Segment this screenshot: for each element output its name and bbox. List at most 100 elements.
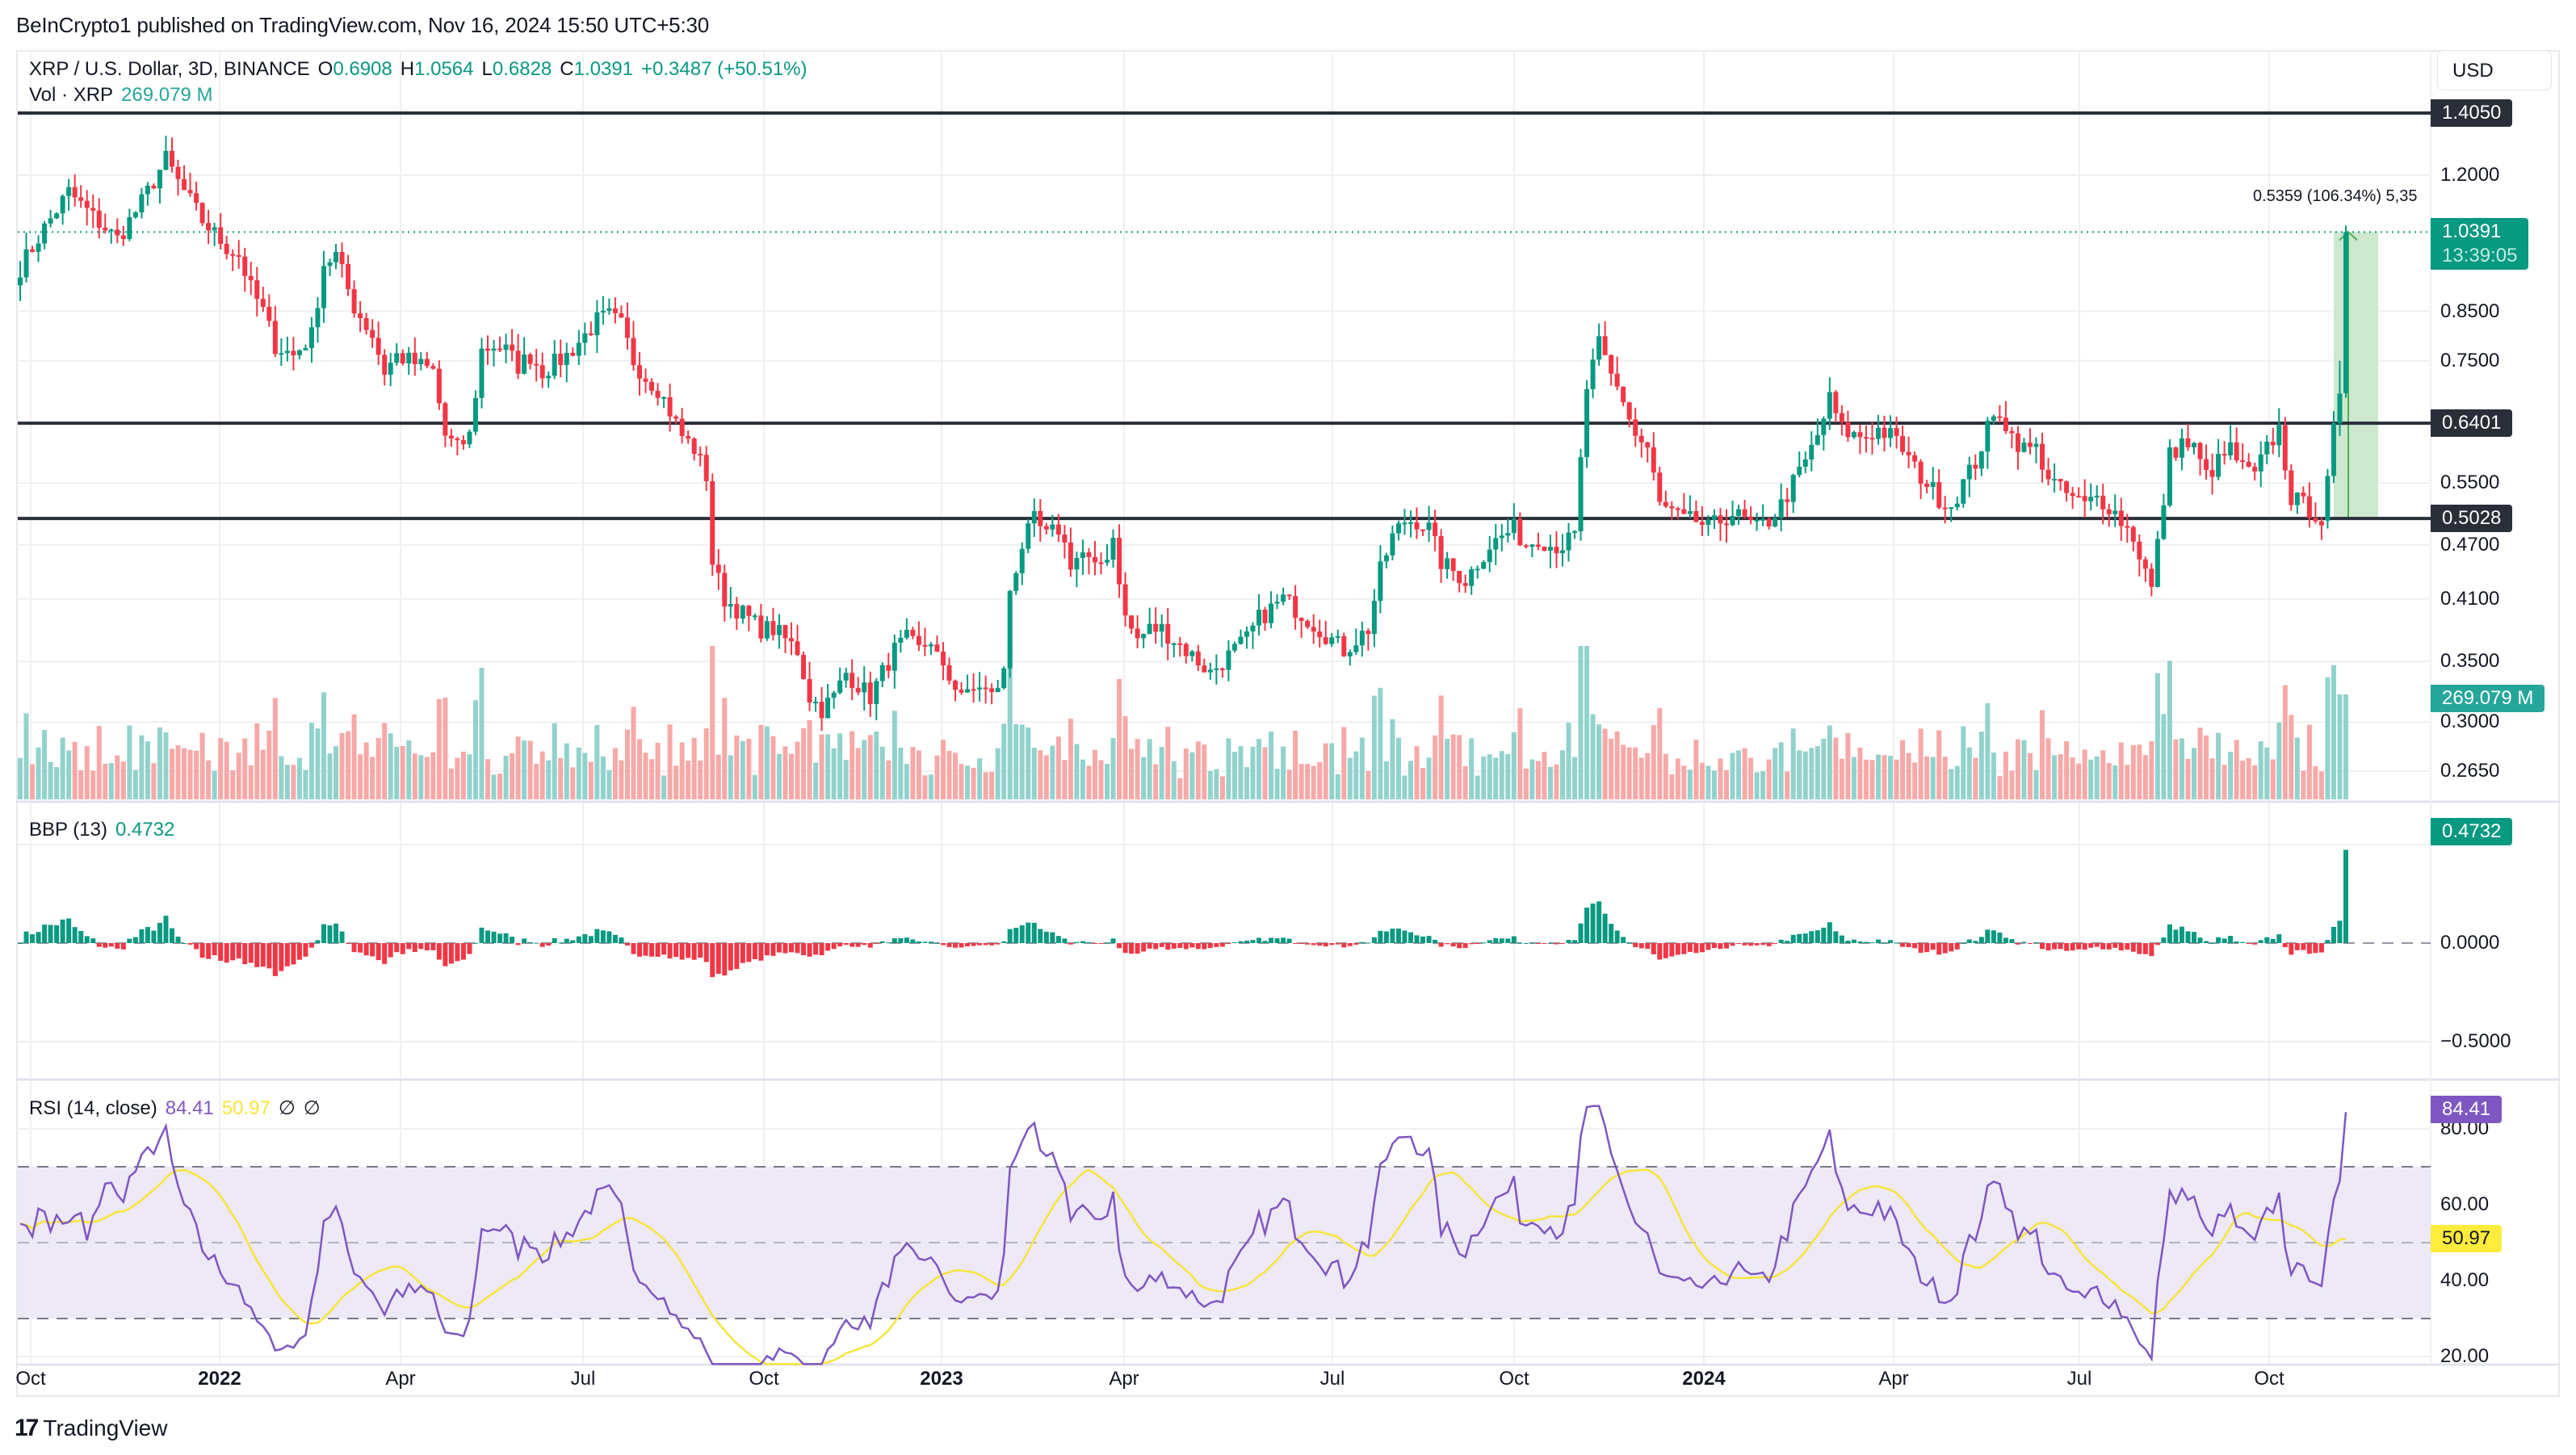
bbp-bar (788, 943, 794, 953)
volume-bar (145, 741, 150, 799)
candle-body (2003, 417, 2008, 431)
candle-body (2100, 495, 2106, 509)
volume-bar (254, 723, 260, 799)
measure-box[interactable] (2334, 232, 2378, 519)
volume-bar (2289, 715, 2294, 799)
bbp-bar (1062, 938, 1068, 943)
bbp-bar (1681, 943, 1687, 954)
volume-bar (2313, 765, 2318, 799)
time-tick-label: Apr (385, 1368, 416, 1390)
volume-bar (2197, 728, 2203, 799)
volume-bar (619, 760, 624, 799)
bbp-bar (1718, 943, 1723, 950)
candle-body (619, 312, 624, 318)
bbp-bar (527, 941, 533, 943)
volume-bar (576, 747, 581, 799)
bbp-bar (588, 936, 594, 943)
bbp-bar (1978, 937, 1984, 943)
volume-bar (1202, 744, 1207, 799)
candle-body (643, 378, 648, 382)
bbp-bar (2282, 943, 2288, 948)
bbp-bar (636, 943, 642, 957)
bbp-bar (1997, 932, 2003, 943)
volume-bar (1584, 646, 1590, 799)
candle-body (1973, 464, 1978, 469)
bbp-bar (1438, 943, 1444, 947)
candle-body (315, 308, 321, 328)
candle-body (2112, 510, 2118, 514)
volume-bar (1383, 761, 1389, 799)
candle-body (334, 252, 339, 262)
bbp-bar (624, 943, 630, 946)
candle-body (1894, 428, 1899, 436)
symbol-title[interactable]: XRP / U.S. Dollar, 3D, BINANCE (29, 58, 310, 80)
bbp-bar (1869, 942, 1875, 944)
bbp-bar (497, 933, 503, 943)
volume-bar (1669, 774, 1675, 799)
candle-body (776, 625, 782, 635)
bbp-bar (1657, 943, 1663, 960)
volume-bar (892, 711, 897, 799)
candle-body (284, 350, 290, 354)
candle-body (1505, 533, 1511, 536)
bbp-bar (248, 943, 254, 963)
volume-bar (1949, 769, 1954, 799)
candle-body (2325, 476, 2331, 521)
bbp-bar (1687, 943, 1693, 952)
candle-body (1742, 509, 1747, 517)
rsi-label[interactable]: RSI (14, close) (29, 1097, 157, 1119)
candle-body (2040, 443, 2045, 470)
volume-bar (679, 742, 685, 799)
candle-body (1487, 549, 1492, 563)
candle-body (1523, 545, 1529, 547)
volume-bar (843, 760, 849, 799)
currency-selector[interactable]: USD (2437, 50, 2552, 90)
tradingview-logo[interactable]: 17 TradingView (15, 1415, 167, 1442)
bbp-bar (2118, 943, 2124, 951)
volume-bar (479, 668, 485, 799)
candle-body (1511, 518, 1517, 534)
bbp-bar (1371, 937, 1377, 943)
candle-body (2082, 496, 2087, 501)
rsi-na-1: ∅ (278, 1097, 296, 1119)
candle-body (631, 338, 636, 366)
volume-bar (1766, 759, 1772, 799)
candle-body (1335, 635, 1340, 638)
bbp-bar (1129, 943, 1135, 954)
volume-label[interactable]: Vol · XRP (29, 84, 114, 106)
volume-bar (127, 725, 132, 799)
candle-body (1068, 542, 1073, 570)
bbp-bar (874, 943, 879, 944)
volume-bar (60, 737, 65, 799)
volume-bar (722, 698, 728, 799)
volume-bar (115, 755, 120, 799)
bbp-label[interactable]: BBP (13) (29, 819, 107, 841)
candle-body (2318, 521, 2324, 526)
volume-bar (1554, 764, 1559, 799)
price-tick-label: 0.4700 (2440, 534, 2500, 556)
candle-body (1687, 511, 1693, 514)
volume-bar (953, 753, 959, 799)
volume-bar (199, 732, 205, 799)
bbp-bar (2070, 943, 2075, 951)
candle-body (1007, 590, 1013, 669)
rsi-value: 84.41 (165, 1097, 214, 1119)
volume-bar (2331, 665, 2336, 799)
volume-bar (1481, 756, 1487, 799)
bbp-bar (1602, 913, 1608, 943)
bbp-bar (1026, 922, 1031, 943)
candle-body (1942, 507, 1948, 509)
candle-body (394, 353, 400, 363)
level-price-tag: 1.4050 (2431, 99, 2513, 127)
volume-bar (1110, 738, 1116, 799)
volume-bar (1226, 738, 1231, 799)
bbp-bar (1790, 934, 1796, 943)
bbp-bar (886, 942, 892, 944)
rsi-na-2: ∅ (303, 1097, 321, 1119)
candle-body (2216, 454, 2221, 477)
candle-body (655, 390, 661, 398)
bbp-bar (1584, 908, 1590, 943)
bbp-bar (327, 925, 333, 943)
bbp-bar (1086, 942, 1092, 944)
